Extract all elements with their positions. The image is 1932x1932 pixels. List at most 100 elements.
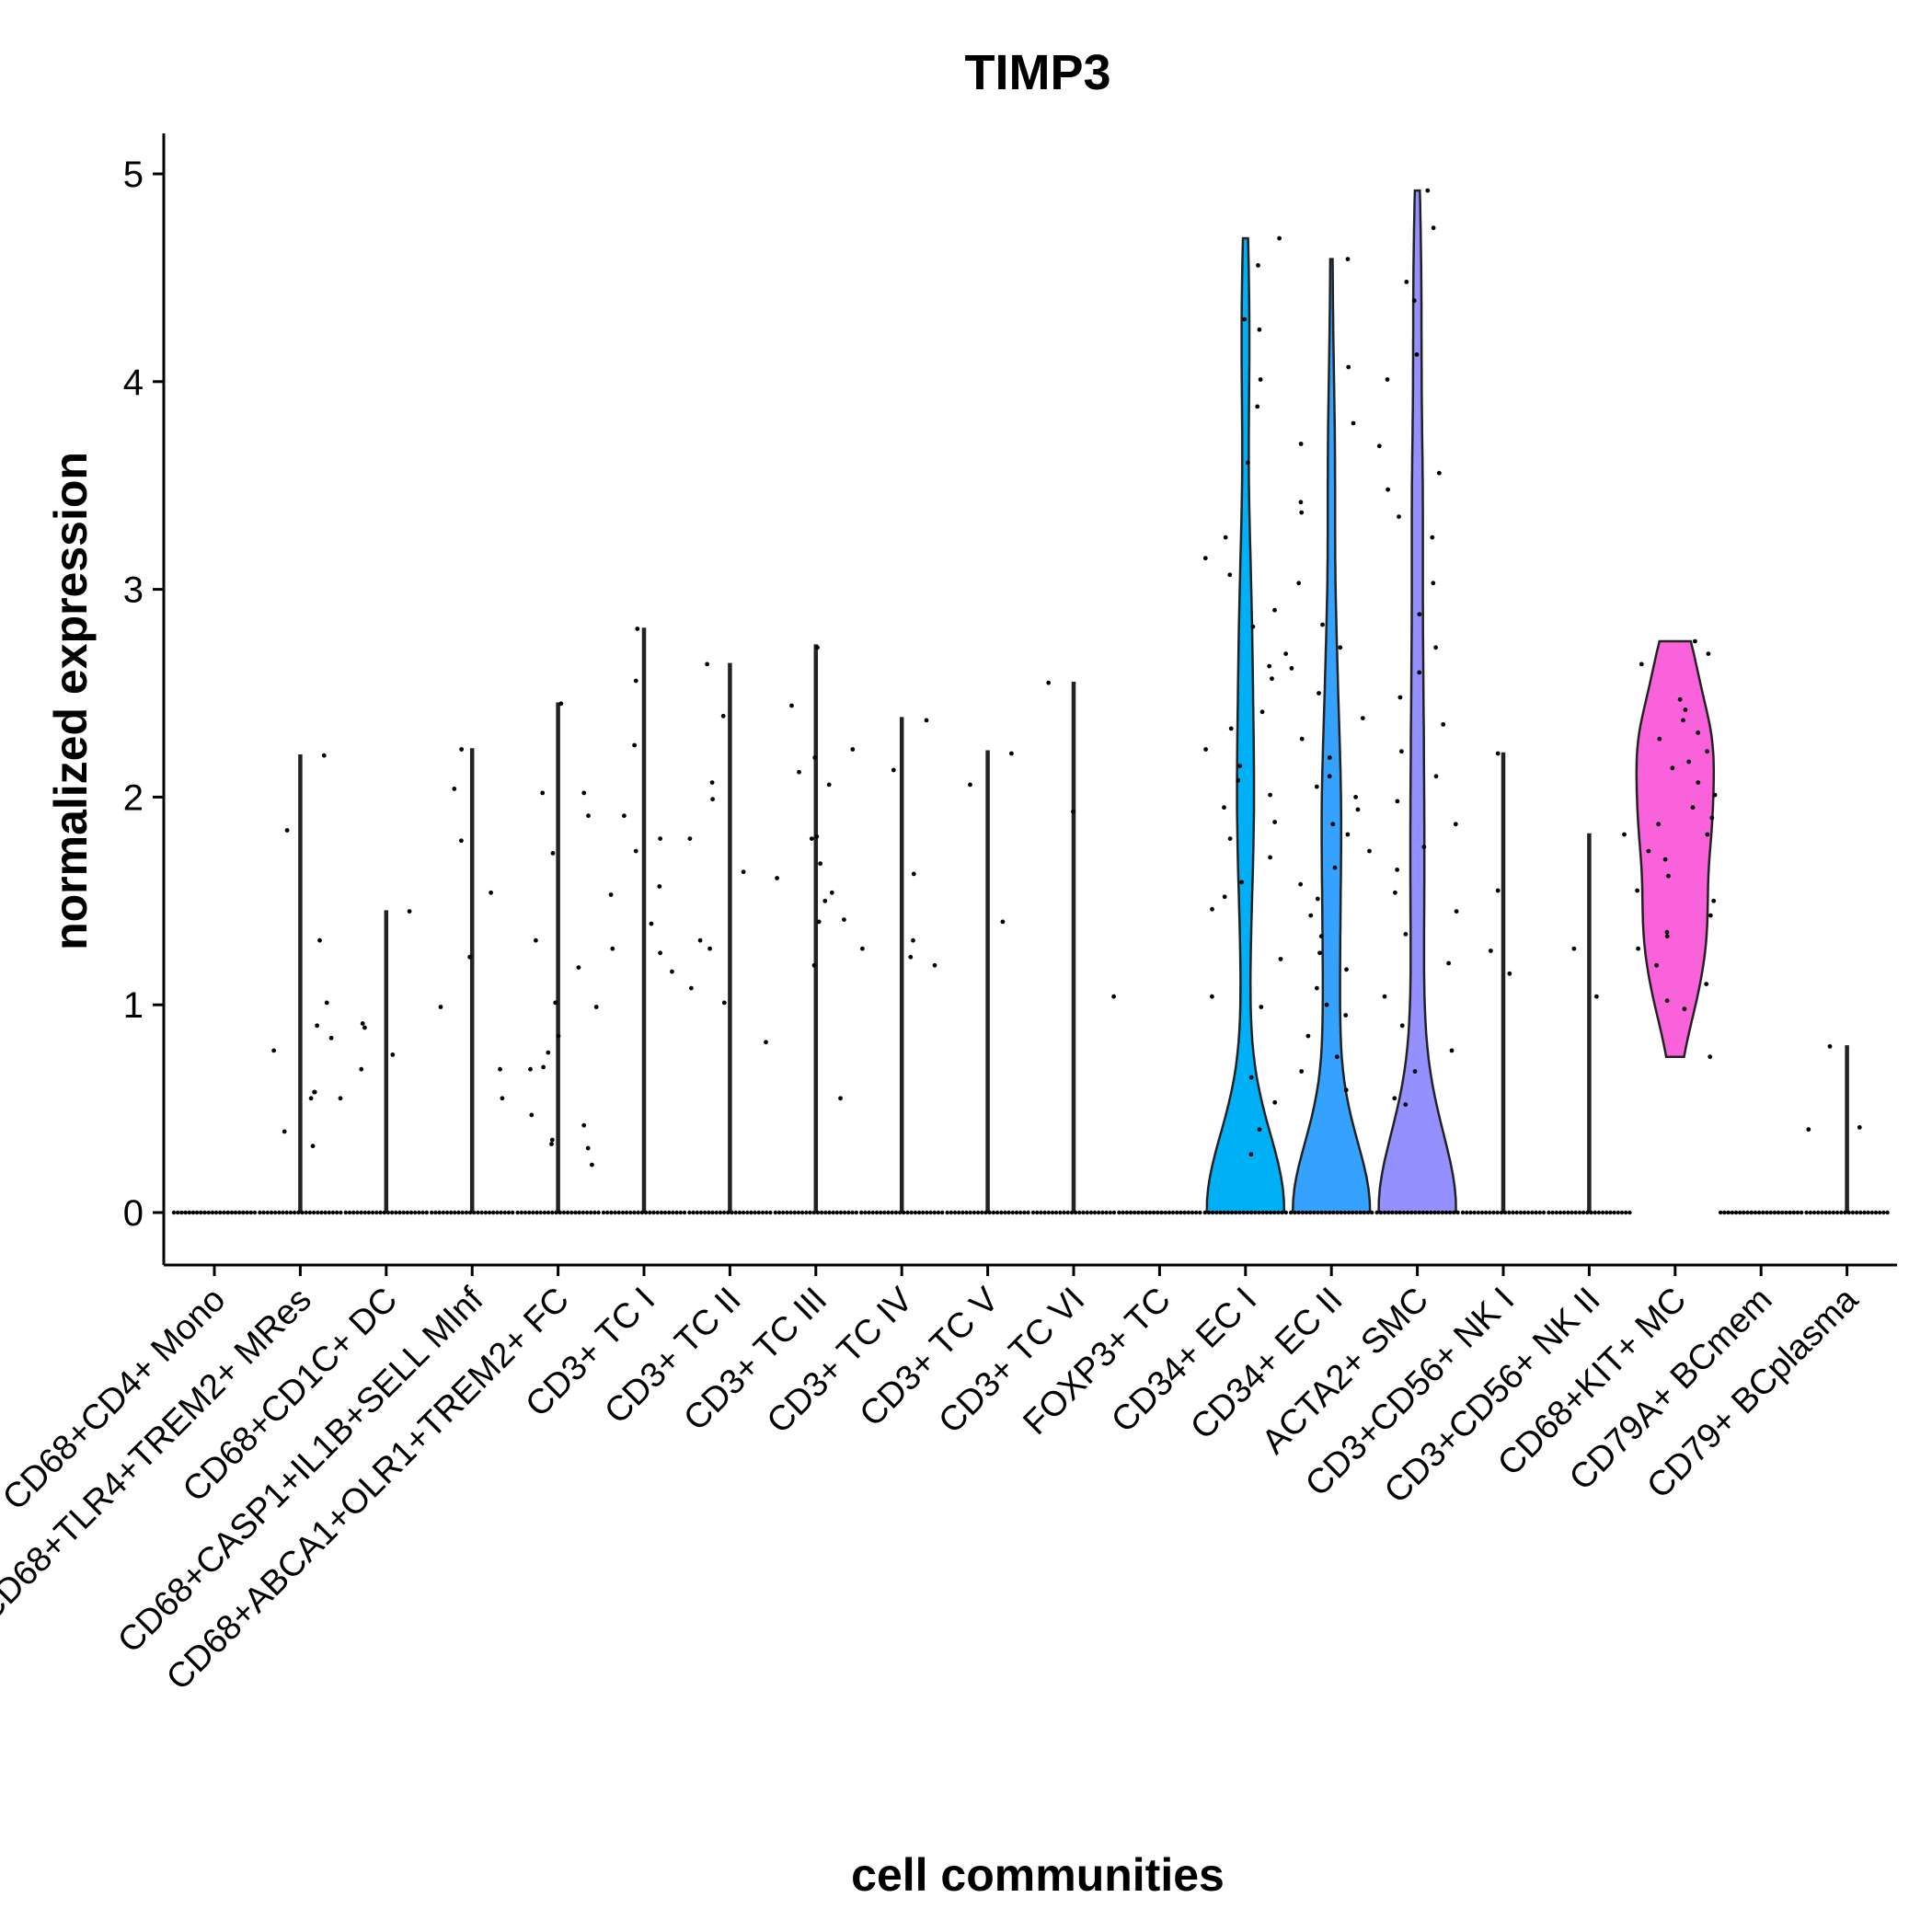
data-point: [870, 1210, 875, 1215]
data-point: [1144, 1210, 1148, 1215]
data-point: [1662, 857, 1668, 862]
data-point: [1622, 832, 1627, 837]
data-point: [610, 946, 615, 951]
data-point: [1711, 898, 1717, 903]
data-point: [1300, 1210, 1305, 1215]
data-point: [1147, 1210, 1153, 1215]
data-point: [776, 1210, 782, 1215]
data-point: [464, 1210, 469, 1215]
data-point: [576, 965, 581, 970]
data-point: [558, 1210, 562, 1215]
data-point: [1140, 1210, 1144, 1215]
data-point: [1299, 736, 1305, 742]
violin-shape: [1845, 1045, 1849, 1214]
data-point: [1335, 1210, 1340, 1215]
data-point: [797, 769, 801, 775]
data-point: [1616, 1210, 1621, 1215]
data-point: [1339, 1210, 1343, 1215]
data-point: [1283, 1210, 1289, 1215]
data-point: [498, 1066, 502, 1072]
data-point: [753, 1210, 757, 1215]
data-point: [1784, 1210, 1788, 1215]
data-point: [714, 1210, 719, 1215]
data-point: [1430, 535, 1435, 540]
data-point: [608, 892, 614, 897]
data-point: [737, 1210, 742, 1215]
data-point: [1100, 1210, 1105, 1215]
data-point: [1866, 1210, 1870, 1215]
data-point: [1612, 1210, 1616, 1215]
data-point: [1690, 805, 1696, 811]
data-point: [1806, 1127, 1811, 1133]
data-point: [1455, 1210, 1460, 1215]
data-point: [911, 871, 916, 877]
violin-shape: [469, 748, 475, 1214]
data-point: [928, 1210, 933, 1215]
data-point: [1403, 1102, 1409, 1107]
data-point: [1046, 680, 1052, 685]
data-point: [506, 1210, 512, 1215]
data-point: [792, 1210, 797, 1215]
data-point: [449, 1210, 454, 1215]
data-point: [1657, 736, 1662, 742]
data-point: [1202, 556, 1208, 561]
data-point: [1449, 1048, 1455, 1053]
data-point: [1346, 1210, 1351, 1215]
x-axis-label: cell communities: [851, 1849, 1225, 1901]
data-point: [467, 954, 472, 960]
data-point: [323, 1210, 328, 1215]
data-point: [590, 1162, 594, 1167]
data-point: [1666, 873, 1671, 879]
data-point: [1210, 906, 1214, 912]
violin-shape: [1501, 752, 1506, 1214]
data-point: [281, 1210, 285, 1215]
data-point: [964, 1210, 969, 1215]
data-point: [811, 1210, 816, 1215]
data-point: [1318, 934, 1324, 939]
data-point: [687, 1210, 692, 1215]
data-point: [1566, 1210, 1570, 1215]
y-ticks: 0 1 2 3 4 5: [123, 155, 164, 1234]
data-point: [1403, 932, 1409, 937]
data-point: [730, 1210, 734, 1215]
data-point: [317, 937, 322, 943]
data-point: [932, 962, 937, 968]
y-tick-label: 3: [123, 570, 144, 611]
data-point: [804, 1210, 809, 1215]
data-point: [1314, 784, 1319, 789]
data-point: [1236, 777, 1241, 783]
data-point: [1800, 1210, 1804, 1215]
data-point: [1289, 666, 1294, 671]
data-point: [846, 1210, 851, 1215]
data-point: [1827, 1044, 1833, 1049]
data-point: [1272, 1210, 1277, 1215]
data-point: [1097, 1210, 1101, 1215]
data-point: [1636, 946, 1640, 951]
data-point: [1604, 1210, 1609, 1215]
data-point: [307, 1210, 313, 1215]
data-point: [867, 1210, 871, 1215]
data-point: [1225, 1210, 1231, 1215]
data-point: [1223, 535, 1228, 540]
data-point: [328, 1035, 334, 1041]
violin-shape: [1071, 681, 1076, 1214]
data-point: [420, 1210, 425, 1215]
data-point: [648, 1210, 652, 1215]
data-point: [1594, 994, 1599, 999]
data-point: [1256, 263, 1260, 268]
data-point: [581, 790, 587, 796]
data-point: [1289, 1210, 1294, 1215]
data-point: [1664, 998, 1670, 1004]
data-point: [218, 1210, 223, 1215]
data-point: [515, 1210, 520, 1215]
data-point: [960, 1210, 965, 1215]
data-point: [924, 718, 929, 723]
data-point: [1248, 1152, 1254, 1157]
data-point: [1394, 1210, 1398, 1215]
data-point: [639, 1210, 645, 1215]
data-point: [1429, 1210, 1433, 1215]
data-point: [335, 1210, 339, 1215]
data-point: [1085, 1210, 1089, 1215]
